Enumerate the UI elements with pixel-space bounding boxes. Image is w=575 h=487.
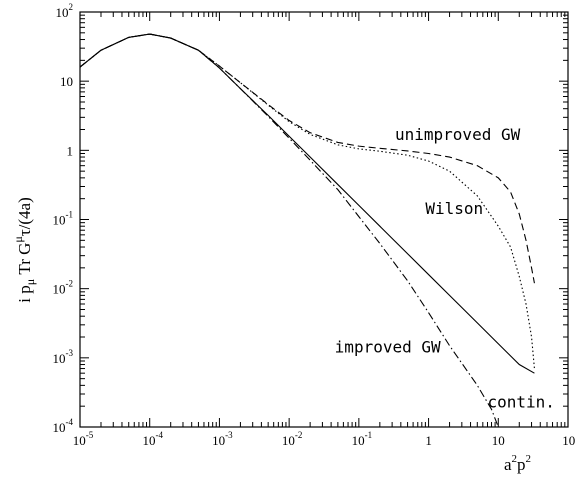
x-tick-label: 10-4 — [142, 430, 163, 448]
series-line-unimproved-gw — [80, 34, 534, 283]
x-tick-label: 10 — [492, 433, 505, 448]
y-axis-title: i pμ Tr Gμτ/(4a) — [11, 197, 37, 303]
curve-label: contin. — [487, 393, 554, 412]
curve-label: improved GW — [335, 337, 441, 356]
y-tick-label: 102 — [56, 2, 74, 20]
x-tick-label: 10-5 — [73, 430, 94, 448]
y-tick-label: 10-4 — [53, 417, 74, 435]
x-tick-label: 10-1 — [352, 430, 373, 448]
series-layer — [80, 34, 534, 427]
y-tick-label: 10 — [60, 74, 73, 89]
x-tick-label: 10-2 — [282, 430, 303, 448]
x-tick-label: 102 — [562, 430, 575, 448]
x-axis-title: a2p2 — [504, 453, 531, 474]
x-tick-label: 1 — [425, 433, 432, 448]
x-tick-label: 10-3 — [212, 430, 233, 448]
curve-label: unimproved GW — [395, 125, 521, 144]
y-tick-label: 10-2 — [53, 279, 74, 297]
series-line-improved-gw — [80, 34, 498, 427]
y-tick-label: 10-3 — [53, 348, 74, 366]
plot-frame — [80, 12, 568, 427]
curve-label: Wilson — [425, 199, 483, 218]
annot-layer: unimproved GW Wilson improved GW contin. — [335, 125, 555, 411]
labels-layer: 10-510-410-310-210-111010210-410-310-210… — [53, 2, 575, 448]
y-tick-label: 10-1 — [53, 210, 74, 228]
ticks-layer — [80, 12, 568, 427]
y-tick-label: 1 — [67, 143, 74, 158]
